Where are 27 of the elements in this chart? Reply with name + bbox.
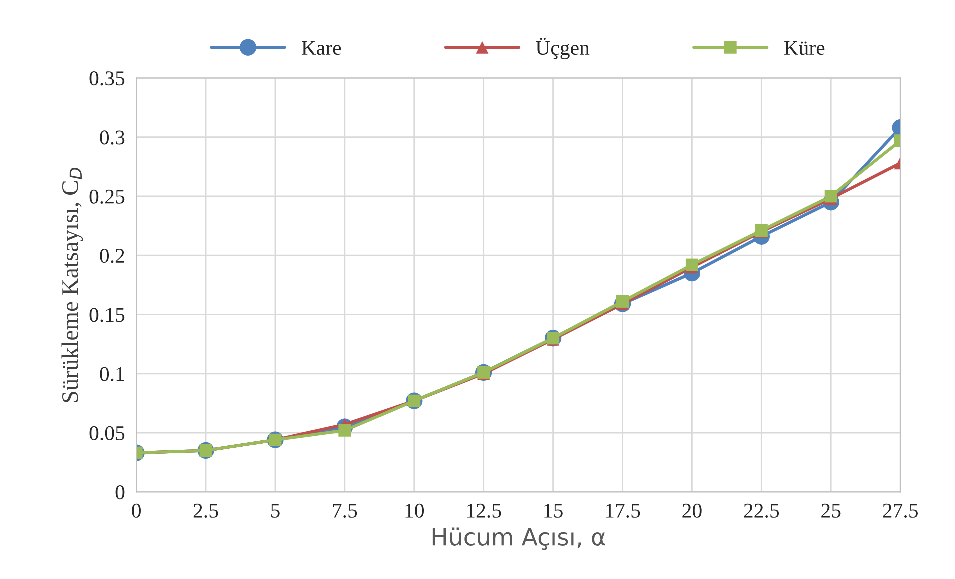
x-tick-label: 7.5 [333, 504, 358, 518]
y-tick-label: 0.2 [100, 248, 124, 264]
legend-label: Kare [302, 41, 342, 56]
legend-label: Üçgen [536, 38, 590, 60]
x-tick-label: 0 [132, 504, 141, 518]
y-tick-label: 0.35 [90, 72, 125, 86]
y-tick-label: 0.15 [90, 308, 125, 322]
point [686, 258, 698, 272]
y-tick-label: 0.05 [90, 426, 125, 441]
legend-label: Küre [784, 41, 825, 56]
x-tick-label: 5 [271, 504, 280, 518]
y-tick-label: 0 [116, 486, 125, 500]
x-tick-label: 22.5 [744, 504, 780, 518]
x-tick-label: 15 [544, 504, 563, 518]
x-tick-label: 2.5 [194, 504, 218, 518]
x-tick-label: 20 [682, 504, 702, 518]
x-tick-label: 12.5 [467, 504, 502, 518]
x-axis-title: Hücum Açısı, α [432, 528, 606, 550]
x-tick-label: 17.5 [606, 504, 640, 518]
point [824, 190, 838, 203]
x-tick-label: 27.5 [883, 504, 918, 518]
y-tick-label: 0.1 [100, 367, 124, 382]
y-axis-title: Sürükleme Katsayısı, C$_{D}$ [62, 168, 84, 402]
y-tick-label: 0.3 [100, 130, 125, 145]
x-tick-label: 10 [406, 504, 424, 518]
y-tick-label: 0.25 [90, 190, 125, 204]
x-tick-label: 25 [822, 504, 841, 518]
